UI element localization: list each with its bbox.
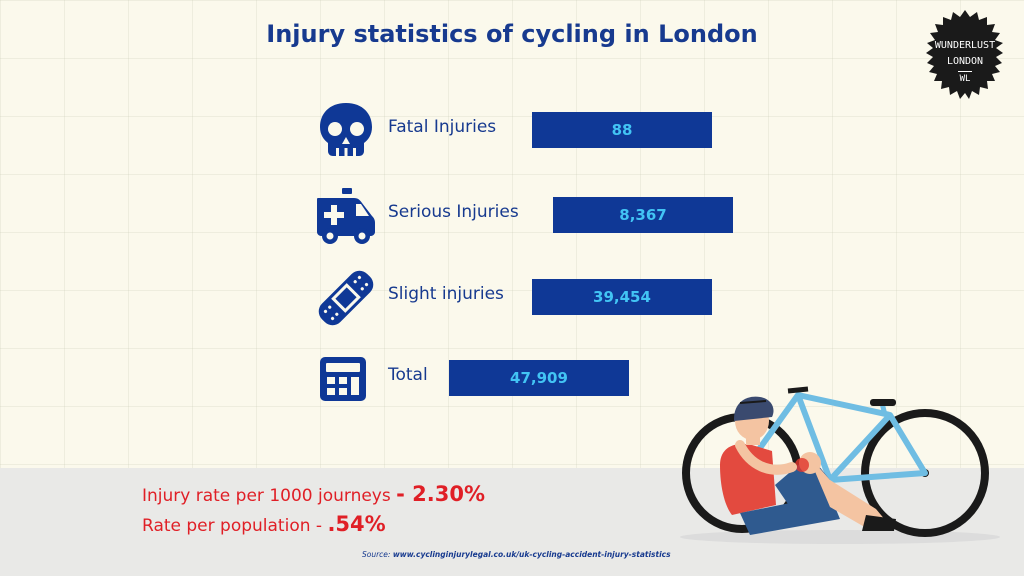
total-bar: 47,909 bbox=[449, 360, 629, 396]
population-rate-label: Rate per population - bbox=[142, 516, 328, 536]
footer-band bbox=[0, 468, 1024, 576]
page-title: Injury statistics of cycling in London bbox=[266, 20, 758, 48]
slight-injuries-label: Slight injuries bbox=[388, 284, 504, 304]
source-prefix: Source: bbox=[362, 550, 393, 559]
injury-rate-label: Injury rate per 1000 journeys bbox=[142, 486, 391, 506]
fatal-injuries-value: 88 bbox=[611, 121, 633, 139]
injury-rate-value: - 2.30% bbox=[396, 482, 486, 506]
serious-injuries-bar: 8,367 bbox=[553, 197, 733, 233]
slight-injuries-bar: 39,454 bbox=[532, 279, 712, 315]
source-url: www.cyclinginjurylegal.co.uk/uk-cycling-… bbox=[392, 550, 671, 559]
logo-line1: WUNDERLUST bbox=[934, 40, 996, 51]
logo-rule bbox=[958, 71, 972, 72]
logo-line3: WL bbox=[959, 74, 971, 84]
total-label: Total bbox=[388, 365, 428, 385]
ambulance-icon bbox=[314, 184, 378, 248]
skull-icon bbox=[314, 99, 378, 163]
fatal-injuries-bar: 88 bbox=[532, 112, 712, 148]
logo-line2: LONDON bbox=[946, 56, 984, 67]
population-rate-value: .54% bbox=[327, 512, 386, 536]
slight-injuries-value: 39,454 bbox=[593, 288, 651, 306]
bandage-icon bbox=[314, 266, 378, 330]
serious-injuries-label: Serious Injuries bbox=[388, 202, 519, 222]
injury-rate-per-journeys: Injury rate per 1000 journeys - 2.30% bbox=[142, 482, 485, 506]
calculator-icon bbox=[314, 347, 378, 411]
injured-cyclist-illustration bbox=[680, 386, 1000, 544]
source-citation: Source: www.cyclinginjurylegal.co.uk/uk-… bbox=[362, 550, 671, 559]
wunderlust-london-logo: WUNDERLUST LONDON WL bbox=[918, 10, 1012, 104]
rate-per-population: Rate per population - .54% bbox=[142, 512, 386, 536]
serious-injuries-value: 8,367 bbox=[619, 206, 667, 224]
fatal-injuries-label: Fatal Injuries bbox=[388, 117, 497, 137]
total-value: 47,909 bbox=[510, 369, 568, 387]
